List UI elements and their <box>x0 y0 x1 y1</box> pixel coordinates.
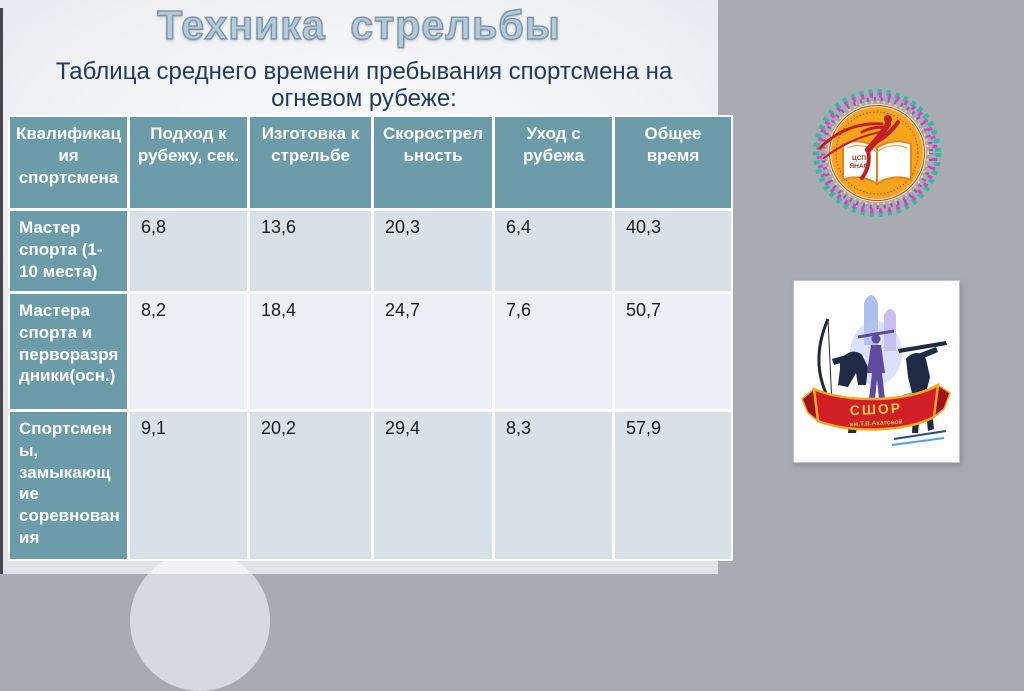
sshor-subtitle-text: им.Т.В.Ахатовой <box>849 418 902 429</box>
table-cell: 6,8 <box>130 211 247 291</box>
table-cell: 20,3 <box>374 211 492 291</box>
column-header: Общее время <box>615 117 731 208</box>
column-header: Подход к рубежу, сек. <box>130 117 247 208</box>
table-cell: 29,4 <box>374 412 492 559</box>
column-header: Изготовка к стрельбе <box>250 117 371 208</box>
ornament-ring-icon <box>813 89 941 217</box>
slide-subtitle: Таблица среднего времени пребывания спор… <box>10 58 718 112</box>
subtitle-line-1: Таблица среднего времени пребывания спор… <box>55 58 673 85</box>
table-cell: 8,3 <box>495 412 612 559</box>
csp-yanao-emblem: ЦСП ЯНАО <box>813 89 941 217</box>
table-cell: 7,6 <box>495 294 612 409</box>
shooting-times-table: Квалификация спортсмена Подход к рубежу,… <box>8 115 733 561</box>
emblem-text-line2: ЯНАО <box>849 163 868 170</box>
column-header: Уход с рубежа <box>495 117 612 208</box>
row-label-cell: Мастера спорта и перворазрядники(осн.) <box>10 294 127 409</box>
ribbon-banner <box>801 382 951 431</box>
table-cell: 50,7 <box>615 294 731 409</box>
table-cell: 6,4 <box>495 211 612 291</box>
left-edge-line <box>0 8 3 574</box>
table-cell: 24,7 <box>374 294 492 409</box>
column-header: Квалификация спортсмена <box>10 117 127 208</box>
table-cell: 20,2 <box>250 412 371 559</box>
table-cell: 18,4 <box>250 294 371 409</box>
table-cell: 9,1 <box>130 412 247 559</box>
subtitle-line-2: огневом рубеже: <box>271 85 457 112</box>
decorative-circle <box>130 551 270 691</box>
table-cell: 13,6 <box>250 211 371 291</box>
table-cell: 57,9 <box>615 412 731 559</box>
sshor-title-text: СШОР <box>849 400 902 419</box>
column-header: Скорострельность <box>374 117 492 208</box>
rifle-shooter-icon <box>857 329 895 399</box>
emblem-text-line1: ЦСП <box>852 155 866 162</box>
slide-title: Техника стрельбы <box>157 1 561 49</box>
table-cell: 8,2 <box>130 294 247 409</box>
row-label-cell: Спортсмены, замыкающие соревнования <box>10 412 127 559</box>
gymnast-icon <box>818 115 900 180</box>
sshor-logo-card: СШОР им.Т.В.Ахатовой <box>793 280 960 463</box>
table-cell: 40,3 <box>615 211 731 291</box>
row-label-cell: Мастер спорта (1-10 места) <box>10 211 127 291</box>
